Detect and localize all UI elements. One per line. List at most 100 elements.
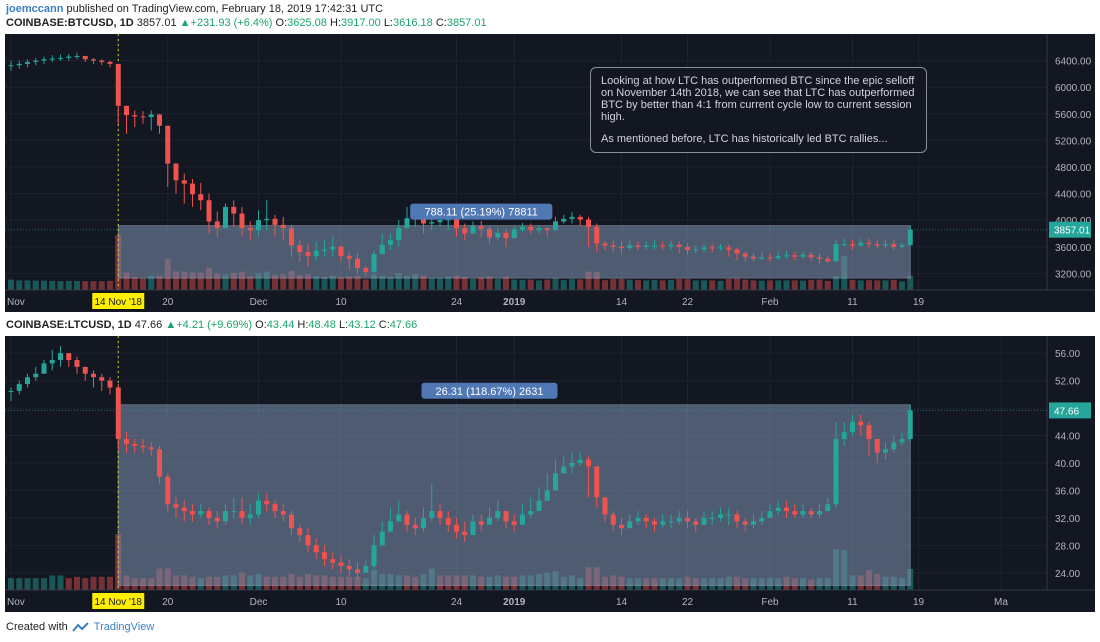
ltc-candle xyxy=(82,366,88,374)
btc-volume-bar xyxy=(371,274,377,290)
btc-volume-bar xyxy=(346,276,353,290)
ltc-candle xyxy=(41,363,47,374)
ltc-candle xyxy=(478,521,484,525)
ltc-candle xyxy=(371,545,377,566)
ltc-candle xyxy=(503,511,509,522)
ltc-candle xyxy=(379,531,385,546)
btc-ytick-label: 3200.00 xyxy=(1055,269,1092,280)
ltc-up-arrow-icon: ▲ xyxy=(165,319,177,331)
ltc-candle xyxy=(808,511,814,515)
btc-candle xyxy=(181,180,187,184)
ltc-candle xyxy=(536,500,542,512)
ltc-candle xyxy=(33,373,39,378)
ltc-volume-bar xyxy=(90,576,97,590)
btc-candle xyxy=(808,254,814,258)
btc-candle xyxy=(322,249,327,251)
btc-chart[interactable]: 788.11 (25.19%) 78811 3200.00 3600.00 4000.… xyxy=(5,34,1095,312)
btc-candle xyxy=(577,216,583,220)
btc-candle xyxy=(594,226,600,244)
btc-candle xyxy=(239,213,245,229)
btc-xtick-label: 19 xyxy=(913,297,925,308)
btc-candle xyxy=(792,255,798,257)
btc-volume-bar xyxy=(626,279,633,290)
ltc-candle xyxy=(363,565,369,573)
btc-volume-bar xyxy=(758,280,765,290)
btc-xtick-label: 2019 xyxy=(503,297,526,308)
ltc-candle xyxy=(792,511,798,515)
btc-ytick-label: 6000.00 xyxy=(1055,83,1092,94)
ltc-candle xyxy=(346,565,352,570)
btc-candle xyxy=(338,246,344,257)
ltc-candle xyxy=(305,535,311,546)
ltc-candle xyxy=(190,511,195,515)
btc-low: 3616.18 xyxy=(393,17,433,29)
btc-volume-bar xyxy=(313,276,320,290)
ltc-candle xyxy=(297,528,303,536)
ltc-ytick-label: 52.00 xyxy=(1055,377,1080,388)
ltc-candle xyxy=(165,476,171,505)
author-link[interactable]: joemccann xyxy=(6,3,64,15)
ltc-ytick-label: 28.00 xyxy=(1055,541,1080,552)
btc-volume-bar xyxy=(189,272,196,290)
ltc-candle xyxy=(91,373,96,378)
btc-volume-bar xyxy=(783,280,790,290)
ltc-chart-panel[interactable]: 26.31 (118.67%) 2631 24.00 28.00 32.00 36.00… xyxy=(5,336,1095,612)
btc-volume-bar xyxy=(874,280,881,290)
ltc-candle xyxy=(841,432,847,439)
ltc-symbol: COINBASE:LTCUSD, 1D xyxy=(6,319,132,331)
ltc-candle xyxy=(445,517,451,525)
btc-candle xyxy=(751,256,756,259)
btc-volume-bar xyxy=(329,275,336,290)
btc-volume-bar xyxy=(684,279,691,290)
ltc-candle xyxy=(148,447,154,450)
ltc-volume-bar xyxy=(49,575,56,590)
btc-candle xyxy=(454,218,459,229)
ltc-chart[interactable]: 26.31 (118.67%) 2631 24.00 28.00 32.00 36.00… xyxy=(5,336,1095,612)
btc-volume-bar xyxy=(395,272,402,290)
footer-brand[interactable]: TradingView xyxy=(93,621,155,633)
btc-candle xyxy=(610,245,616,247)
btc-volume-bar xyxy=(32,280,39,290)
ltc-candle xyxy=(107,380,113,388)
btc-candle xyxy=(899,245,905,247)
btc-volume-bar xyxy=(701,280,707,290)
ltc-candle xyxy=(833,438,839,505)
ltc-candle xyxy=(66,353,72,361)
btc-chart-panel[interactable]: 788.11 (25.19%) 78811 3200.00 3600.00 4000.… xyxy=(5,34,1095,312)
btc-candle xyxy=(330,246,336,250)
btc-candle xyxy=(536,228,542,231)
btc-volume-bar xyxy=(387,276,394,290)
btc-volume-bar xyxy=(890,279,897,290)
btc-xtick-label: Feb xyxy=(761,297,779,308)
ltc-candle xyxy=(775,507,781,512)
btc-volume-bar xyxy=(882,280,889,290)
ltc-candle xyxy=(709,517,715,519)
btc-candle xyxy=(206,200,212,222)
btc-volume-bar xyxy=(445,276,452,290)
ltc-candle xyxy=(668,521,674,523)
btc-candle xyxy=(58,57,63,59)
btc-candle xyxy=(157,114,162,126)
ltc-price-axis xyxy=(1047,336,1095,612)
btc-candle xyxy=(297,245,303,253)
ltc-candle xyxy=(528,511,534,515)
btc-volume-bar xyxy=(692,280,699,290)
btc-candle xyxy=(363,268,369,273)
footer: Created with TradingView xyxy=(6,621,154,633)
btc-volume-bar xyxy=(816,279,823,290)
btc-volume-bar xyxy=(354,275,361,290)
btc-candle xyxy=(388,240,393,245)
ltc-volume-bar xyxy=(74,576,80,590)
ltc-candle xyxy=(322,552,327,560)
ltc-xtick-label: 2019 xyxy=(503,597,526,608)
ltc-candle xyxy=(470,521,476,536)
ltc-candle xyxy=(610,514,616,525)
ltc-candle xyxy=(520,514,525,525)
ltc-candle xyxy=(858,421,864,426)
ltc-candle xyxy=(396,514,402,522)
btc-candle xyxy=(190,183,195,195)
btc-candle xyxy=(49,58,55,60)
btc-candle xyxy=(396,228,402,241)
btc-volume-bar xyxy=(717,280,724,290)
btc-volume-bar xyxy=(412,274,419,290)
